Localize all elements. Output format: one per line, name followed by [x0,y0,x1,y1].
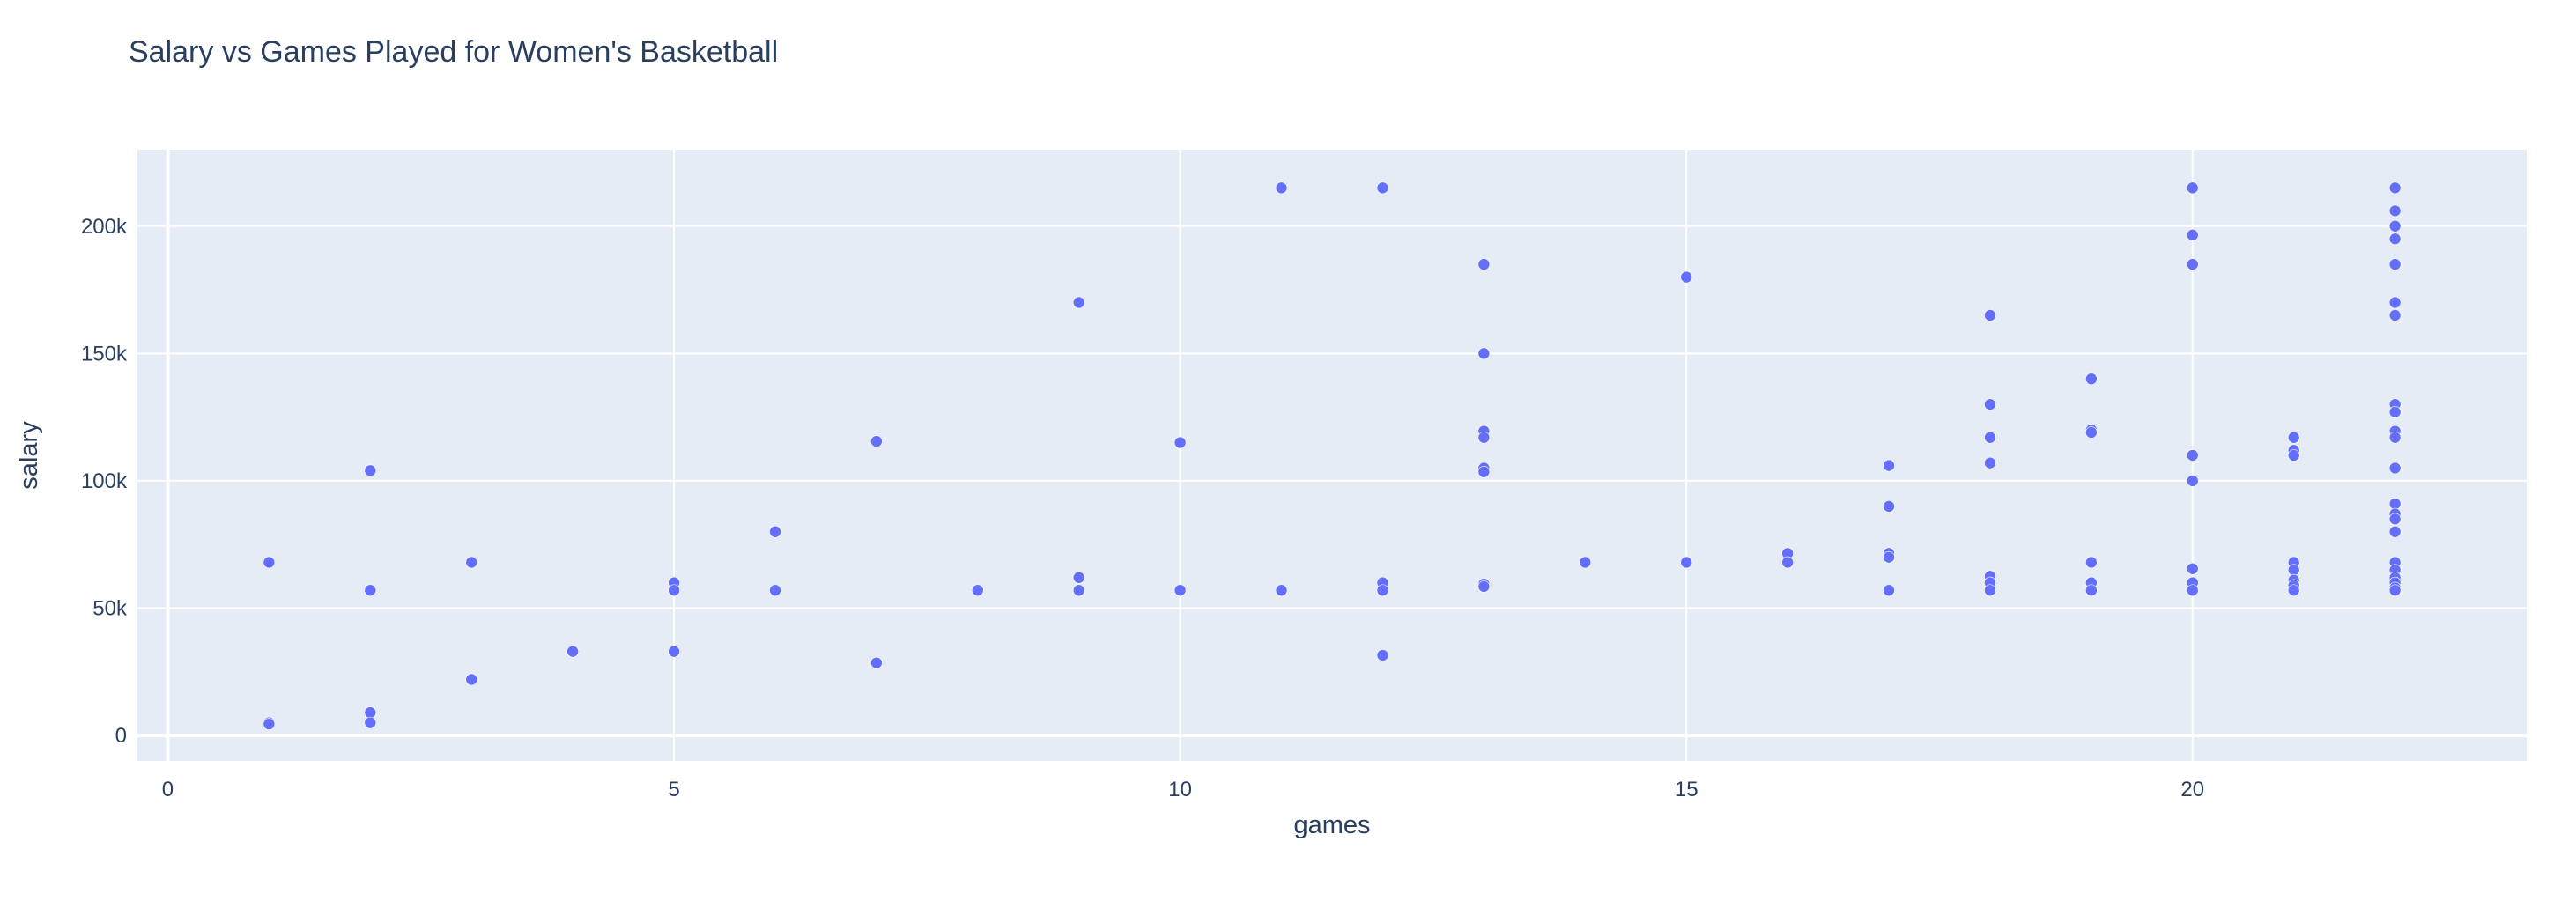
data-point [2186,229,2199,241]
data-point [1275,181,1288,195]
y-tick-label: 50k [93,597,128,621]
data-point [465,673,478,686]
data-point [1883,550,1895,564]
data-point [2186,258,2199,270]
data-point [1984,584,1996,597]
x-tick-label: 15 [1675,778,1699,801]
data-point [2186,584,2199,597]
data-point [2085,373,2098,386]
y-tick-label: 100k [81,469,128,493]
data-point [1072,296,1085,309]
y-tick-label: 200k [81,215,128,239]
data-point [1173,436,1187,449]
data-point [263,718,276,730]
data-point [1680,556,1693,569]
data-point [2388,525,2402,538]
x-tick-label: 20 [2180,778,2204,801]
data-point [2388,181,2402,195]
data-point [2388,498,2402,510]
data-point [1883,584,1895,597]
data-point [1376,181,1389,195]
data-point [566,645,579,658]
data-point [1477,580,1491,593]
data-point [1477,347,1491,360]
x-tick-label: 5 [668,778,679,801]
data-point [1579,556,1592,569]
data-point [2186,562,2199,575]
x-tick-label: 10 [1168,778,1192,801]
data-point [2287,564,2300,576]
data-points [263,181,2402,730]
x-axis-label: games [1293,811,1370,839]
data-point [1173,584,1187,597]
data-point [2388,204,2402,218]
data-point [2388,309,2402,321]
data-point [1477,465,1491,478]
data-point [1984,456,1996,469]
data-point [1984,431,1996,444]
data-point [769,584,781,597]
data-point [2287,449,2300,462]
data-point [364,584,377,597]
data-point [2388,584,2402,597]
data-point [870,656,883,669]
data-point [1781,556,1794,569]
y-tick-label: 150k [81,342,128,366]
plot-background [137,150,2527,761]
data-point [1275,584,1288,597]
data-point [364,716,377,729]
data-point [769,525,781,538]
x-tick-label: 0 [162,778,174,801]
data-point [2287,431,2300,444]
data-point [364,706,377,719]
data-point [1883,500,1895,513]
data-point [1984,398,1996,410]
data-point [2388,406,2402,418]
data-point [1376,649,1389,661]
chart-title: Salary vs Games Played for Women's Baske… [129,35,778,69]
data-point [2388,296,2402,309]
data-point [668,584,680,597]
data-point [2388,431,2402,444]
data-point [1477,431,1491,444]
data-point [2388,219,2402,233]
data-point [2388,462,2402,475]
data-point [2085,584,2098,597]
data-point [1376,584,1389,597]
data-point [263,556,276,569]
y-axis-label: salary [15,421,43,490]
y-tick-label: 0 [115,724,127,748]
data-point [1680,270,1693,284]
data-point [2388,233,2402,246]
data-point [1883,459,1895,472]
data-point [668,645,680,658]
data-point [364,464,377,477]
data-point [1072,584,1085,597]
data-point [2388,258,2402,270]
data-point [1984,309,1996,321]
data-point [2085,556,2098,569]
axis-ticks: 0 5 10 15 20 0 50k 100k 150k 200k [81,215,2204,801]
data-point [971,584,984,597]
data-point [2287,584,2300,597]
data-point [2186,449,2199,462]
data-point [1072,571,1085,584]
data-point [2085,426,2098,439]
data-point [465,556,478,569]
data-point [1477,258,1491,270]
data-point [2388,513,2402,526]
data-point [2186,475,2199,487]
data-point [2186,181,2199,195]
data-point [870,435,883,447]
